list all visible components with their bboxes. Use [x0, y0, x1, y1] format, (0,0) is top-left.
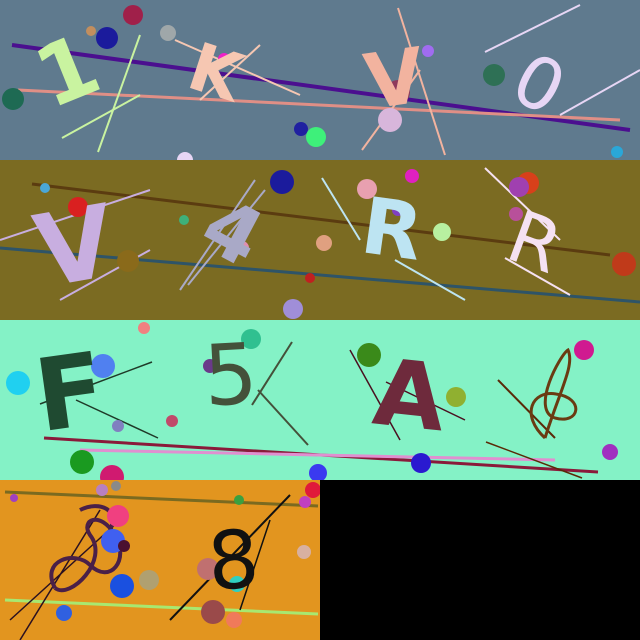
empty-area	[320, 480, 640, 640]
captcha-row-2-art	[0, 167, 640, 319]
captcha-row-2: V 4 R R	[0, 160, 640, 320]
captcha-row-1-art	[2, 4, 640, 160]
captcha-glyph: V	[359, 30, 430, 127]
captcha-glyph: R	[356, 181, 429, 279]
captcha-glyph: A	[368, 338, 451, 453]
captcha-row-1: 1 K V 0	[0, 0, 640, 160]
captcha-row-3-art	[6, 322, 618, 480]
captcha-glyph: 5	[201, 324, 260, 426]
captcha-row-4-art	[4, 481, 320, 640]
captcha-row-3: F 5 A 8	[0, 320, 640, 480]
captcha-row-4: 8 8	[0, 480, 320, 640]
captcha-glyph: 8	[204, 512, 263, 609]
